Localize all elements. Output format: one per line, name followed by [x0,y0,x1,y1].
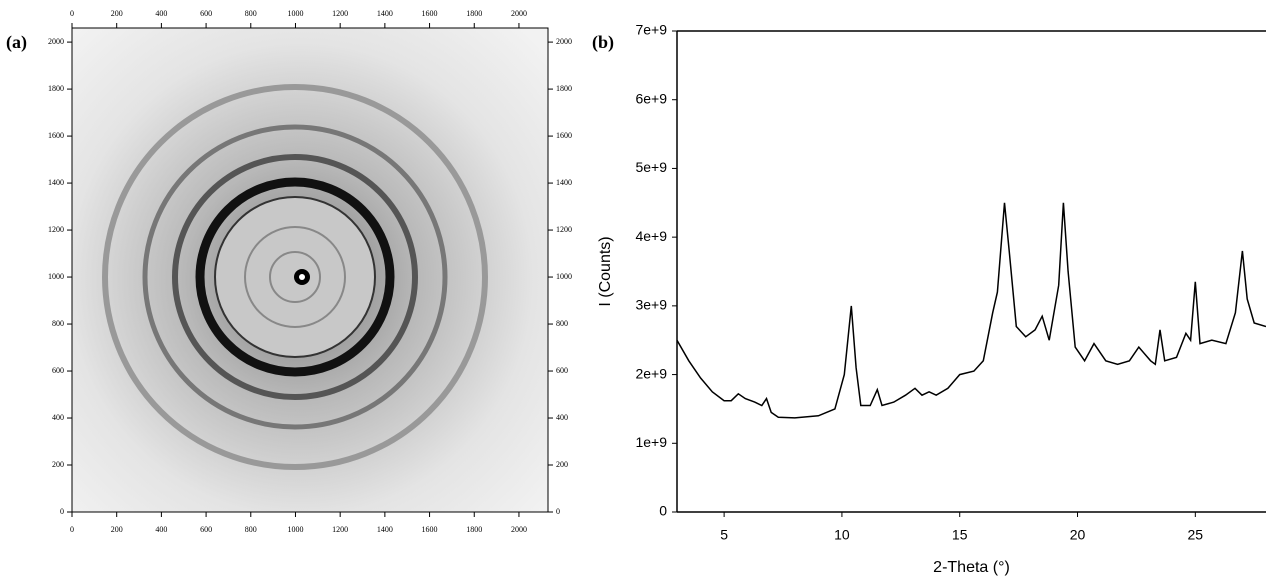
y-axis-label: I (Counts) [597,236,614,306]
y-tick-label: 800 [556,319,568,328]
diffraction-image [71,27,549,513]
y-tick-label: 400 [556,413,568,422]
y-tick-label: 600 [556,366,568,375]
y-tick-label: 4e+9 [635,228,667,244]
x-tick-label: 0 [70,525,74,534]
x-tick-label: 600 [200,525,212,534]
y-tick-label: 0 [60,507,64,516]
ring [269,251,321,303]
ring [142,124,448,430]
y-tick-label: 2000 [48,37,64,46]
y-tick-label: 2000 [556,37,572,46]
y-tick-label: 600 [52,366,64,375]
y-tick-label: 400 [52,413,64,422]
x-tick-label: 1400 [377,9,393,18]
x-axis-label: 2-Theta (°) [933,559,1010,576]
x-tick-label: 200 [111,525,123,534]
x-tick-label: 200 [111,9,123,18]
y-tick-label: 1200 [556,225,572,234]
y-tick-label: 2e+9 [635,365,667,381]
y-tick-label: 1400 [556,178,572,187]
x-tick-label: 800 [245,9,257,18]
x-tick-label: 400 [155,525,167,534]
x-tick-label: 1200 [332,525,348,534]
y-tick-label: 1e+9 [635,434,667,450]
beam-center [299,274,305,280]
y-tick-label: 1600 [48,131,64,140]
ring [244,226,346,328]
y-tick-label: 5e+9 [635,159,667,175]
y-tick-label: 0 [556,507,560,516]
ring [172,154,418,400]
x-tick-label: 1800 [466,525,482,534]
y-tick-label: 1000 [48,272,64,281]
ring [195,177,395,377]
x-tick-label: 10 [834,527,850,543]
y-tick-label: 3e+9 [635,297,667,313]
y-tick-label: 200 [52,460,64,469]
y-tick-label: 1600 [556,131,572,140]
x-tick-label: 0 [70,9,74,18]
y-tick-label: 6e+9 [635,90,667,106]
x-tick-label: 25 [1188,527,1204,543]
y-tick-label: 1800 [48,84,64,93]
x-tick-label: 20 [1070,527,1086,543]
x-tick-label: 400 [155,9,167,18]
y-tick-label: 0 [659,503,667,519]
x-tick-label: 1600 [422,9,438,18]
y-tick-label: 1000 [556,272,572,281]
y-tick-label: 200 [556,460,568,469]
data-line [676,202,1266,419]
panel-label: (b) [592,32,614,53]
x-tick-label: 15 [952,527,968,543]
x-tick-label: 1600 [422,525,438,534]
y-tick-label: 1800 [556,84,572,93]
x-tick-label: 5 [720,527,728,543]
y-tick-label: 7e+9 [635,22,667,38]
x-tick-label: 1800 [466,9,482,18]
ring [102,84,488,470]
y-tick-label: 1400 [48,178,64,187]
x-tick-label: 2000 [511,525,527,534]
x-tick-label: 600 [200,9,212,18]
x-tick-label: 1000 [287,9,303,18]
y-tick-label: 1200 [48,225,64,234]
x-tick-label: 1000 [287,525,303,534]
x-tick-label: 800 [245,525,257,534]
y-tick-label: 800 [52,319,64,328]
x-tick-label: 2000 [511,9,527,18]
x-tick-label: 1200 [332,9,348,18]
panel-label: (a) [6,32,27,53]
x-tick-label: 1400 [377,525,393,534]
